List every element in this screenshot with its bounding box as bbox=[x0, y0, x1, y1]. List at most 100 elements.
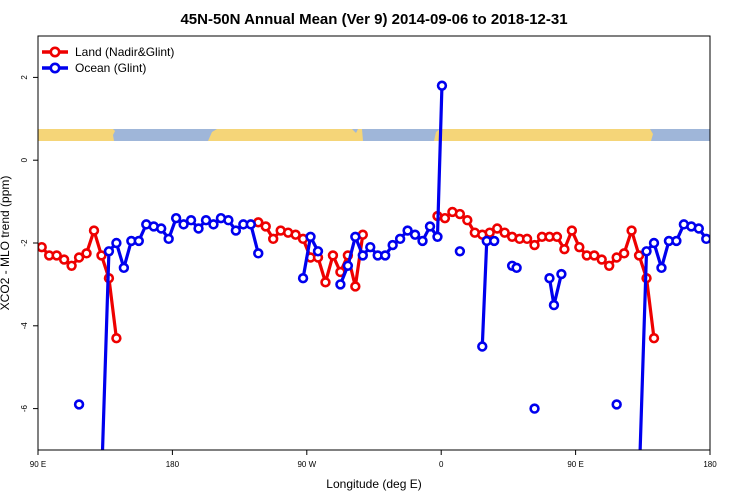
data-point-ocean bbox=[641, 246, 652, 257]
data-point-land bbox=[603, 260, 615, 271]
data-point-land bbox=[38, 241, 47, 253]
data-point-ocean bbox=[489, 235, 500, 247]
data-point-ocean bbox=[200, 215, 212, 226]
data-point-land bbox=[529, 239, 540, 251]
y-tick-label: -2 bbox=[20, 239, 29, 247]
data-point-ocean bbox=[103, 246, 115, 257]
data-point-ocean bbox=[656, 262, 667, 274]
data-point-ocean bbox=[477, 341, 488, 352]
data-point-ocean bbox=[133, 235, 145, 247]
x-axis-label: Longitude (deg E) bbox=[326, 477, 421, 491]
data-point-land bbox=[350, 281, 361, 292]
data-point-ocean bbox=[671, 235, 682, 247]
data-point-land bbox=[260, 221, 271, 232]
x-tick-label: 180 bbox=[166, 460, 180, 469]
data-point-ocean bbox=[178, 219, 189, 230]
data-point-ocean bbox=[701, 233, 710, 245]
data-point-land bbox=[574, 241, 585, 253]
data-point-land bbox=[589, 250, 600, 261]
data-point-ocean bbox=[611, 399, 622, 410]
legend-marker-ocean bbox=[49, 62, 61, 74]
data-point-ocean bbox=[350, 231, 361, 242]
data-point-land bbox=[320, 277, 331, 288]
data-point-ocean bbox=[73, 399, 85, 410]
data-point-ocean bbox=[387, 239, 398, 251]
data-point-ocean bbox=[193, 223, 204, 234]
data-point-ocean bbox=[556, 268, 567, 280]
land-ocean-strip bbox=[38, 129, 710, 141]
data-point-ocean bbox=[436, 80, 448, 91]
land-mass-eurasia-2 bbox=[434, 129, 653, 141]
data-point-ocean bbox=[544, 272, 555, 284]
series-land bbox=[38, 206, 660, 344]
y-axis: 2 0 -2 -4 -6 bbox=[20, 75, 38, 412]
data-point-land bbox=[454, 208, 466, 220]
data-point-ocean bbox=[163, 233, 174, 245]
legend-label-land: Land (Nadir&Glint) bbox=[75, 45, 174, 59]
data-point-ocean bbox=[648, 237, 660, 249]
data-point-ocean bbox=[245, 219, 257, 230]
series-ocean bbox=[73, 80, 710, 450]
data-point-ocean bbox=[185, 215, 197, 226]
x-tick-label: 180 bbox=[703, 460, 717, 469]
data-point-land bbox=[618, 248, 630, 259]
data-point-land bbox=[290, 229, 301, 240]
data-point-land bbox=[51, 250, 62, 261]
data-point-land bbox=[626, 225, 637, 236]
data-point-land bbox=[58, 254, 70, 265]
data-point-ocean bbox=[111, 237, 122, 249]
land-mass-north-america bbox=[208, 129, 363, 141]
data-point-ocean bbox=[365, 241, 376, 253]
data-point-land bbox=[648, 333, 660, 344]
legend: Land (Nadir&Glint) Ocean (Glint) bbox=[42, 45, 174, 75]
data-point-ocean bbox=[170, 212, 182, 224]
x-tick-label: 90 W bbox=[297, 460, 316, 469]
data-point-land bbox=[73, 252, 85, 263]
data-point-ocean bbox=[432, 231, 443, 242]
data-point-land bbox=[462, 215, 473, 226]
series-line-ocean bbox=[100, 216, 260, 450]
data-point-ocean bbox=[342, 260, 354, 271]
plot-area bbox=[38, 80, 710, 450]
data-point-ocean bbox=[693, 223, 704, 234]
data-point-land bbox=[559, 244, 570, 255]
data-point-land bbox=[596, 254, 607, 265]
data-point-land bbox=[484, 227, 495, 238]
land-mass-eurasia bbox=[38, 129, 115, 141]
data-point-ocean bbox=[156, 223, 167, 234]
data-point-ocean bbox=[417, 235, 428, 247]
data-point-ocean bbox=[511, 262, 522, 274]
legend-label-ocean: Ocean (Glint) bbox=[75, 61, 146, 75]
data-point-ocean bbox=[380, 250, 391, 261]
series-line-ocean bbox=[638, 222, 708, 450]
data-point-land bbox=[499, 227, 510, 238]
data-point-land bbox=[439, 212, 451, 224]
x-tick-label: 90 E bbox=[567, 460, 583, 469]
data-point-ocean bbox=[394, 233, 406, 245]
data-point-land bbox=[611, 252, 622, 263]
data-point-ocean bbox=[305, 231, 316, 242]
data-point-land bbox=[96, 250, 107, 261]
data-point-land bbox=[88, 225, 100, 236]
data-point-ocean bbox=[454, 246, 466, 257]
x-axis: 90 E 180 90 W 0 90 E 180 bbox=[30, 450, 717, 469]
data-point-ocean bbox=[230, 225, 242, 236]
data-point-ocean bbox=[548, 299, 560, 311]
series-line-ocean bbox=[338, 85, 444, 285]
data-point-land bbox=[66, 260, 77, 271]
data-point-land bbox=[633, 250, 645, 261]
data-point-ocean bbox=[118, 262, 130, 274]
y-tick-label: -4 bbox=[20, 322, 29, 330]
data-point-ocean bbox=[402, 225, 413, 236]
x-tick-label: 0 bbox=[439, 460, 444, 469]
x-tick-label: 90 E bbox=[30, 460, 46, 469]
data-point-ocean bbox=[208, 219, 219, 230]
data-point-ocean bbox=[297, 272, 309, 284]
y-axis-label: XCO2 - MLO trend (ppm) bbox=[0, 176, 12, 311]
data-point-ocean bbox=[312, 246, 324, 257]
chart-title: 45N-50N Annual Mean (Ver 9) 2014-09-06 t… bbox=[180, 11, 567, 28]
data-point-land bbox=[327, 250, 339, 261]
data-point-land bbox=[268, 233, 279, 245]
data-point-ocean bbox=[409, 229, 421, 240]
